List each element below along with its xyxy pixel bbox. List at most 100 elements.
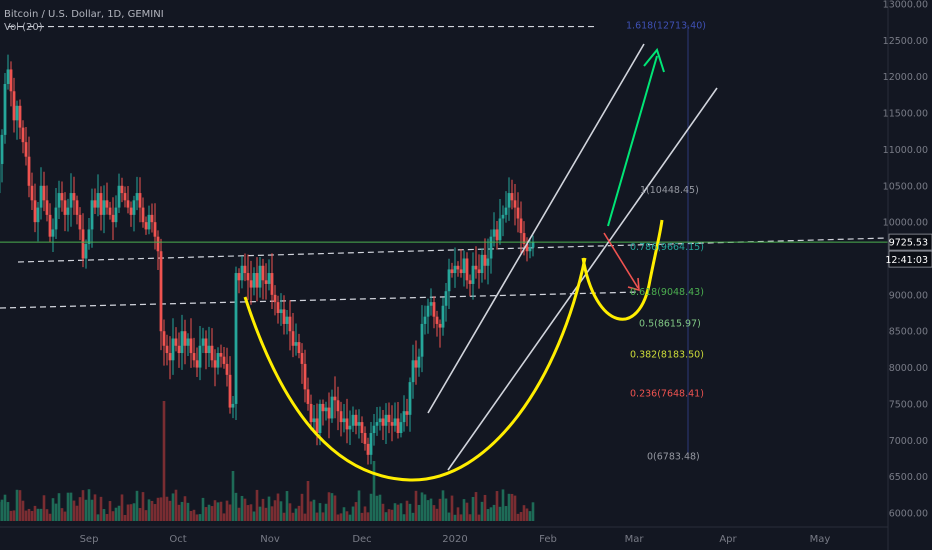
volume-bar bbox=[231, 471, 235, 521]
volume-bar bbox=[48, 513, 52, 521]
volume-bar bbox=[459, 514, 463, 521]
y-tick-label: 9000.00 bbox=[889, 290, 928, 301]
volume-bar bbox=[87, 489, 91, 521]
volume-bar bbox=[51, 498, 55, 521]
candle bbox=[330, 396, 334, 419]
volume-bar bbox=[393, 503, 397, 521]
volume-bar bbox=[150, 500, 154, 521]
volume-bar bbox=[177, 504, 181, 521]
volume-bar bbox=[525, 508, 529, 521]
target-arrow-shaft bbox=[607, 55, 658, 227]
volume-bar bbox=[168, 500, 172, 521]
candle bbox=[186, 338, 190, 346]
volume-bar bbox=[216, 502, 220, 521]
candle bbox=[501, 214, 505, 219]
fib-level-label: 0.5(8615.97) bbox=[639, 318, 701, 329]
candle bbox=[423, 316, 427, 324]
candle bbox=[516, 207, 520, 219]
candle bbox=[405, 411, 409, 415]
candle bbox=[21, 127, 25, 143]
handle-curve bbox=[581, 219, 664, 321]
candle bbox=[45, 200, 49, 215]
candle bbox=[258, 265, 262, 288]
volume-bar bbox=[45, 509, 49, 521]
volume-bar bbox=[279, 501, 283, 521]
candle bbox=[390, 422, 394, 426]
volume-bar bbox=[156, 497, 160, 521]
candle bbox=[525, 243, 529, 252]
volume-bar bbox=[354, 502, 358, 521]
volume-bar bbox=[3, 494, 7, 521]
volume-bar bbox=[57, 493, 61, 521]
volume-bar bbox=[432, 505, 436, 521]
volume-bar bbox=[27, 508, 31, 521]
candle bbox=[195, 360, 199, 368]
volume-bar bbox=[531, 502, 535, 521]
countdown-box bbox=[888, 250, 932, 268]
candle bbox=[75, 200, 79, 215]
volume-bar bbox=[483, 494, 487, 521]
volume-bar bbox=[24, 510, 28, 521]
candle bbox=[96, 193, 100, 208]
candle bbox=[93, 200, 97, 208]
volume-bar bbox=[336, 514, 340, 521]
candle bbox=[420, 323, 424, 357]
candle bbox=[480, 254, 484, 274]
volume-bar bbox=[450, 495, 454, 521]
volume-bar bbox=[180, 501, 184, 521]
candle bbox=[216, 353, 220, 368]
volume-bar bbox=[246, 505, 250, 521]
candle bbox=[162, 331, 166, 346]
volume-bar bbox=[78, 497, 82, 521]
candle bbox=[450, 269, 454, 274]
candle bbox=[201, 338, 205, 346]
volume-bar bbox=[492, 504, 496, 521]
volume-bar bbox=[54, 503, 58, 521]
volume-bar bbox=[507, 493, 511, 521]
volume-bar bbox=[468, 514, 472, 521]
candle bbox=[312, 418, 316, 423]
volume-bar bbox=[204, 507, 208, 521]
volume-indicator-label: Vol (20) bbox=[4, 22, 43, 33]
candle bbox=[180, 331, 184, 354]
candle bbox=[375, 422, 379, 426]
volume-bar bbox=[363, 506, 367, 521]
candle bbox=[303, 363, 307, 390]
candle bbox=[63, 200, 67, 215]
candle bbox=[393, 418, 397, 426]
candle bbox=[273, 294, 277, 303]
candle bbox=[408, 382, 412, 415]
candle bbox=[120, 185, 124, 194]
volume-bar bbox=[516, 513, 520, 521]
countdown-label: 12:41:03 bbox=[885, 255, 928, 266]
candle bbox=[492, 229, 496, 237]
volume-bar bbox=[162, 401, 166, 521]
candle bbox=[108, 207, 112, 215]
volume-bar bbox=[12, 510, 16, 521]
volume-bar bbox=[345, 511, 349, 521]
fib-level-label: 0.786(9664.15) bbox=[630, 242, 704, 253]
volume-bar bbox=[195, 514, 199, 521]
candle bbox=[288, 316, 292, 332]
volume-bar bbox=[255, 489, 259, 521]
candle bbox=[81, 229, 85, 259]
volume-bar bbox=[69, 492, 73, 521]
candle bbox=[339, 411, 343, 423]
candle bbox=[87, 229, 91, 244]
candle bbox=[213, 360, 217, 368]
volume-bar bbox=[474, 492, 478, 521]
volume-bar bbox=[264, 507, 268, 521]
candle bbox=[366, 443, 370, 455]
volume-bar bbox=[33, 505, 37, 521]
x-tick-label: Sep bbox=[80, 534, 99, 545]
candle bbox=[252, 273, 256, 288]
candle bbox=[333, 396, 337, 401]
candle bbox=[99, 193, 103, 215]
y-tick-label: 12500.00 bbox=[883, 36, 928, 47]
volume-bar bbox=[132, 503, 136, 521]
candle bbox=[117, 185, 121, 208]
candle bbox=[222, 356, 226, 364]
candle bbox=[231, 403, 235, 408]
